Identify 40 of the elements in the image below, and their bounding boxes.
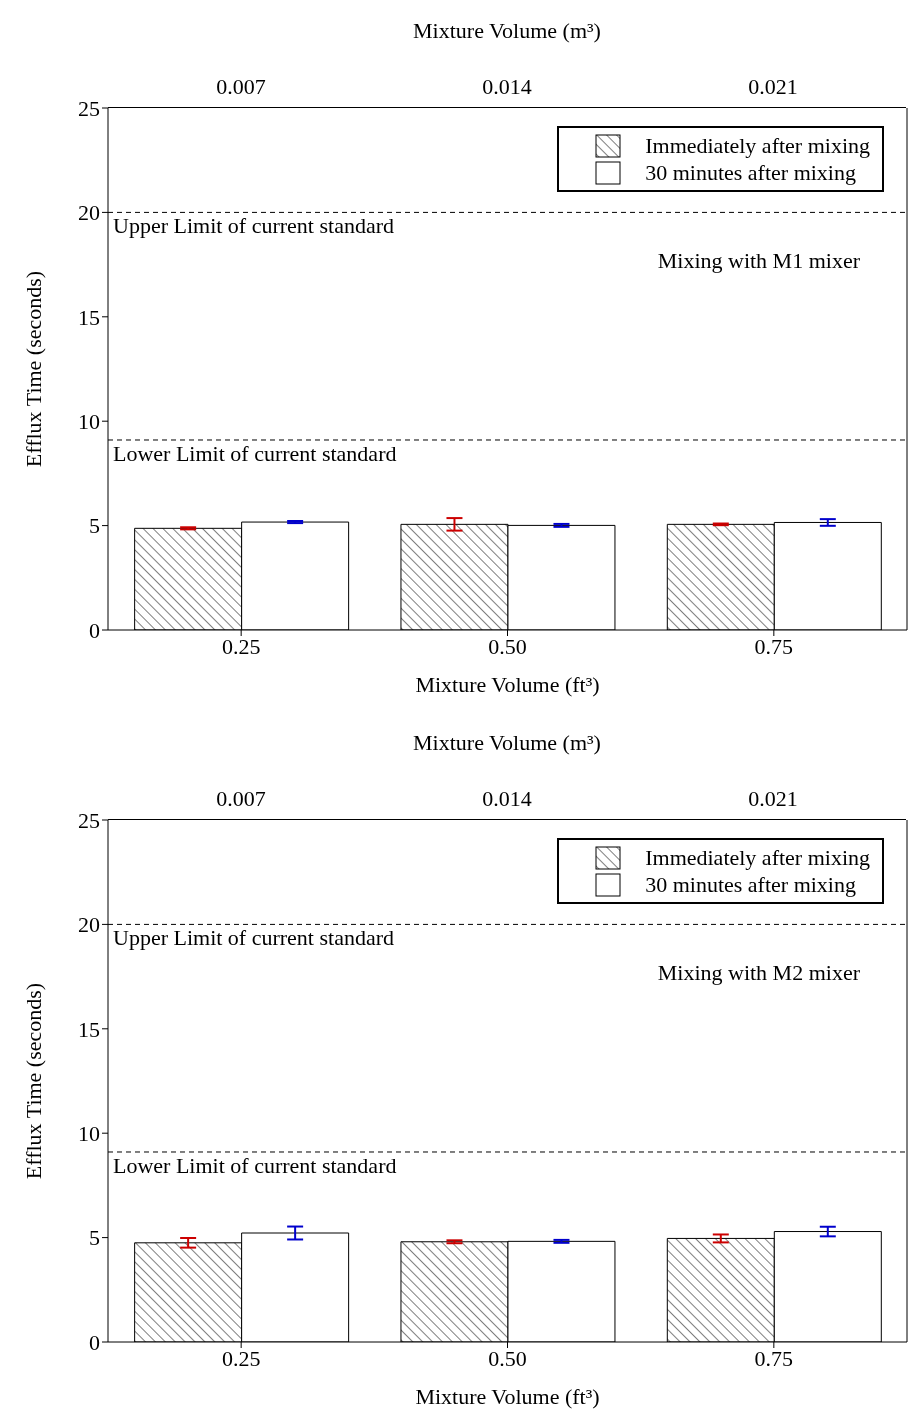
x2-axis-title: Mixture Volume (m³) xyxy=(413,18,601,43)
y-tick-label: 10 xyxy=(78,1121,100,1147)
y-tick-label: 5 xyxy=(89,1225,100,1251)
annotation: Mixing with M2 mixer xyxy=(657,960,860,986)
y-tick-label: 5 xyxy=(89,513,100,539)
legend-label: 30 minutes after mixing xyxy=(645,159,856,186)
x2-axis-title: Mixture Volume (m³) xyxy=(413,730,601,755)
legend-label: Immediately after mixing xyxy=(645,132,870,159)
y-axis-title: Efflux Time (seconds) xyxy=(20,270,46,468)
y-tick-label: 15 xyxy=(78,304,100,330)
x-tick-label: 0.25 xyxy=(221,633,261,659)
ref-line-label: Lower Limit of current standard xyxy=(113,1152,397,1178)
ref-line-label: Upper Limit of current standard xyxy=(113,213,395,239)
x-tick-label: 0.25 xyxy=(221,1345,261,1371)
y-tick-label: 10 xyxy=(78,409,100,435)
legend-label: Immediately after mixing xyxy=(645,844,870,871)
y-tick-label: 25 xyxy=(78,95,100,121)
y-tick-label: 20 xyxy=(78,912,100,938)
x-axis-title: Mixture Volume (ft³) xyxy=(415,1384,600,1409)
ref-line-label: Lower Limit of current standard xyxy=(113,440,397,466)
x-axis-title: Mixture Volume (ft³) xyxy=(415,672,600,697)
x-tick-label: 0.75 xyxy=(754,1345,794,1371)
x2-tick-label: 0.014 xyxy=(482,74,532,99)
x2-tick-label: 0.014 xyxy=(482,786,532,811)
annotation: Mixing with M1 mixer xyxy=(657,248,860,274)
y-tick-label: 15 xyxy=(78,1016,100,1042)
x2-tick-label: 0.021 xyxy=(748,74,798,99)
y-axis-title: Efflux Time (seconds) xyxy=(20,982,46,1180)
y-tick-label: 0 xyxy=(89,1329,100,1355)
x-tick-label: 0.50 xyxy=(488,1345,527,1371)
x2-tick-label: 0.007 xyxy=(216,786,266,811)
legend-label: 30 minutes after mixing xyxy=(645,871,856,898)
x2-tick-label: 0.021 xyxy=(748,786,798,811)
y-tick-label: 20 xyxy=(78,200,100,226)
y-tick-label: 25 xyxy=(78,807,100,833)
x-tick-label: 0.75 xyxy=(754,633,794,659)
ref-line-label: Upper Limit of current standard xyxy=(113,925,395,951)
x-tick-label: 0.50 xyxy=(488,633,527,659)
x2-tick-label: 0.007 xyxy=(216,74,266,99)
y-tick-label: 0 xyxy=(89,617,100,643)
